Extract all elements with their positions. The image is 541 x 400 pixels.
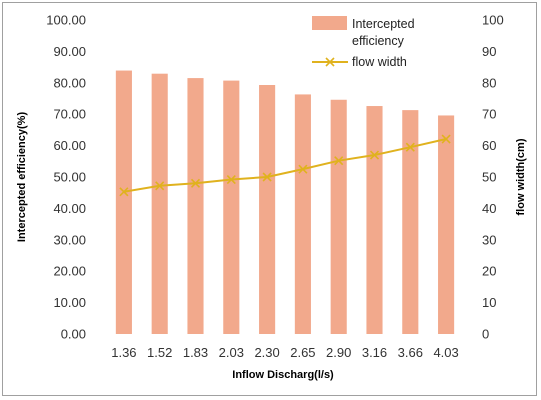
marker-flow-width [155,181,165,191]
bar-intercepted-efficiency [330,99,347,334]
bar-intercepted-efficiency [115,70,132,335]
right-axis-tick-label: 30 [482,232,496,247]
x-axis-title: Inflow Discharg(l/s) [232,369,334,381]
right-axis-tick-label: 100 [482,13,504,28]
right-axis-tick-label: 60 [482,138,496,153]
right-axis-tick-label: 70 [482,107,496,122]
marker-flow-width [334,156,344,166]
right-axis-tick-label: 90 [482,44,496,59]
x-axis-tick-label: 3.16 [362,345,387,360]
legend-label-flow-width: flow width [352,55,407,69]
left-axis-tick-label: 40.00 [53,201,86,216]
bar-intercepted-efficiency [366,106,383,334]
right-axis-tick-label: 80 [482,75,496,90]
left-axis-tick-label: 70.00 [53,107,86,122]
marker-flow-width [369,150,380,160]
right-axis-title: flow width(cm) [515,138,527,215]
left-axis-tick-label: 60.00 [53,138,86,153]
bar-intercepted-efficiency [223,80,240,334]
left-axis-tick-label: 90.00 [53,44,86,59]
bar-intercepted-efficiency [438,115,455,335]
x-axis-tick-label: 1.36 [111,345,136,360]
marker-flow-width [190,178,201,188]
x-axis-tick-label: 2.03 [219,345,244,360]
right-axis-tick-label: 10 [482,295,496,310]
legend-swatch-intercepted-efficiency [312,16,347,30]
x-axis-tick-label: 2.30 [254,345,279,360]
x-axis-tick-label: 2.65 [290,345,315,360]
x-axis-tick-label: 4.03 [433,345,458,360]
right-axis-tick-label: 20 [482,264,496,279]
marker-flow-width [119,187,129,197]
x-axis-tick-label: 1.83 [183,345,208,360]
bars-layer [115,70,455,335]
left-axis-title: Intercepted efficiency(%) [16,112,28,243]
right-axis-tick-label: 0 [482,327,489,342]
right-axis-ticks: 0 10 20 30 40 50 60 70 80 90 100 [482,13,504,342]
marker-flow-width [405,142,415,152]
legend-swatch-flow-width-marker [325,57,335,67]
marker-flow-width [298,164,308,174]
bar-intercepted-efficiency [151,73,168,334]
line-flow-width [123,138,447,193]
legend-label-intercepted-efficiency-line2: efficiency [352,34,405,48]
x-axis-tick-label: 1.52 [147,345,172,360]
line-layer [119,134,451,197]
left-axis-tick-label: 10.00 [53,295,86,310]
bar-intercepted-efficiency [187,78,204,334]
x-axis-ticks: 1.36 1.52 1.83 2.03 2.30 2.65 2.90 3.16 3.66 4.03 [111,345,459,360]
right-axis-tick-label: 50 [482,170,496,185]
marker-flow-width [226,174,236,185]
x-axis-tick-label: 2.90 [326,345,351,360]
bar-intercepted-efficiency [402,110,419,335]
right-axis-tick-label: 40 [482,201,496,216]
bar-intercepted-efficiency [294,94,311,334]
bar-intercepted-efficiency [259,85,276,334]
left-axis-tick-label: 50.00 [53,170,86,185]
marker-flow-width [262,172,272,182]
left-axis-tick-label: 30.00 [53,232,86,247]
left-axis-tick-label: 20.00 [53,264,86,279]
x-axis-tick-label: 3.66 [398,345,423,360]
left-axis-ticks: 0.00 10.00 20.00 30.00 40.00 50.00 60.00 70.00 8… [46,13,86,342]
left-axis-tick-label: 0.00 [61,327,86,342]
legend: Intercepted efficiency flow width [312,16,415,69]
marker-flow-width [441,134,451,144]
legend-label-intercepted-efficiency-line1: Intercepted [352,17,415,31]
left-axis-tick-label: 80.00 [53,75,86,90]
left-axis-tick-label: 100.00 [46,13,86,28]
